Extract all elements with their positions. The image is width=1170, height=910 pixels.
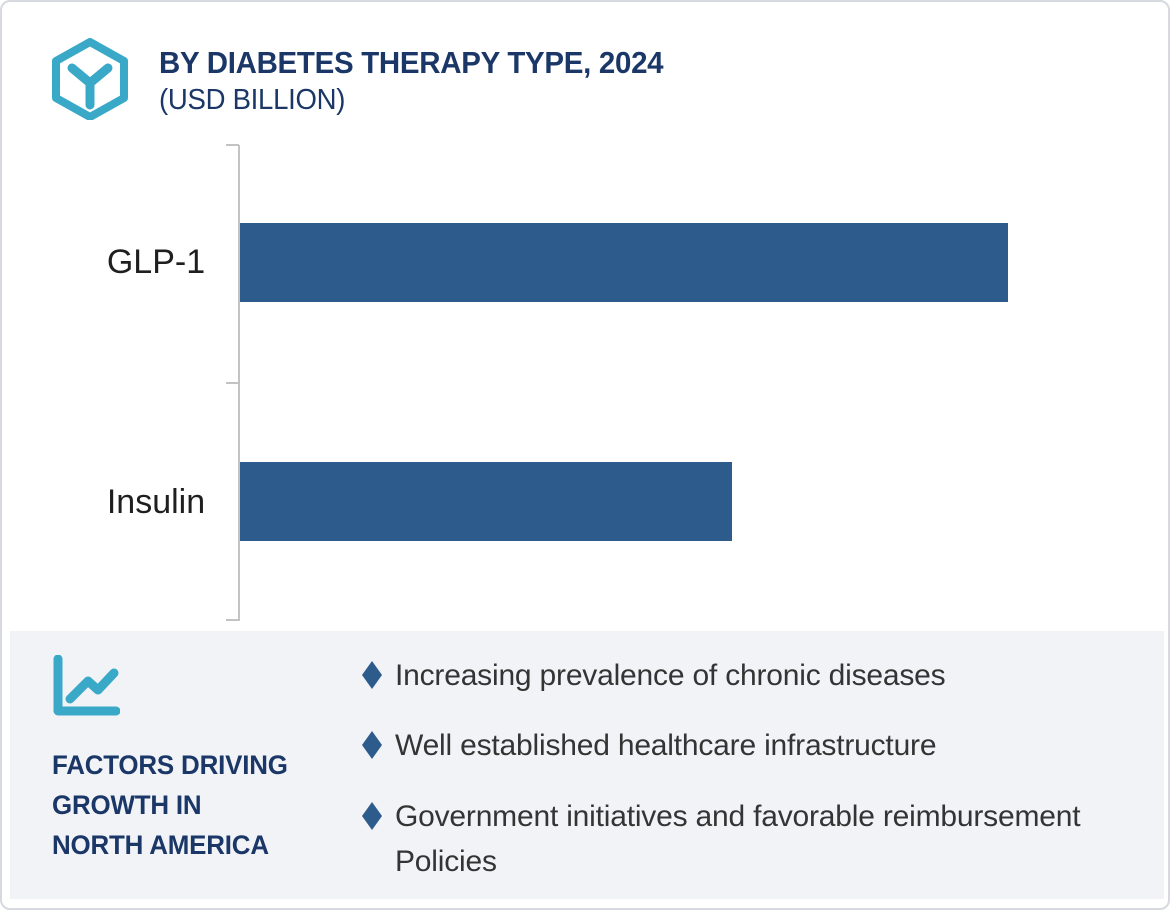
factors-panel <box>10 631 1164 899</box>
axis-tick <box>226 619 239 621</box>
factors-heading-line3: NORTH AMERICA <box>52 830 269 860</box>
bar-insulin <box>240 462 732 541</box>
bar-label-insulin: Insulin <box>106 483 206 521</box>
diamond-bullet-icon <box>362 731 382 759</box>
axis-tick <box>226 144 239 146</box>
factor-text: Increasing prevalence of chronic disease… <box>395 659 946 692</box>
factor-text: Government initiatives and favorable rei… <box>395 800 1081 878</box>
diamond-bullet-icon <box>362 802 382 830</box>
y-axis-line <box>238 145 240 621</box>
hexagon-y-logo-icon <box>52 38 128 120</box>
bar-label-glp1: GLP-1 <box>106 243 206 281</box>
factor-item: Government initiatives and favorable rei… <box>362 794 1092 884</box>
factor-item: Increasing prevalence of chronic disease… <box>362 653 1092 698</box>
factors-list: Increasing prevalence of chronic disease… <box>362 653 1092 884</box>
chart-title-line1: BY DIABETES THERAPY TYPE, 2024 <box>159 45 664 80</box>
axis-tick <box>226 382 239 384</box>
line-chart-icon <box>53 655 120 716</box>
diamond-bullet-icon <box>362 661 382 689</box>
factor-item: Well established healthcare infrastructu… <box>362 723 1092 768</box>
bar-glp1 <box>240 223 1008 302</box>
factors-heading: FACTORS DRIVING GROWTH IN NORTH AMERICA <box>52 745 288 865</box>
factor-text: Well established healthcare infrastructu… <box>395 729 937 762</box>
factors-heading-line2: GROWTH IN <box>52 790 202 820</box>
chart-title: BY DIABETES THERAPY TYPE, 2024 (USD BILL… <box>159 43 664 118</box>
chart-title-line2: (USD BILLION) <box>159 84 346 116</box>
factors-heading-line1: FACTORS DRIVING <box>52 750 288 780</box>
